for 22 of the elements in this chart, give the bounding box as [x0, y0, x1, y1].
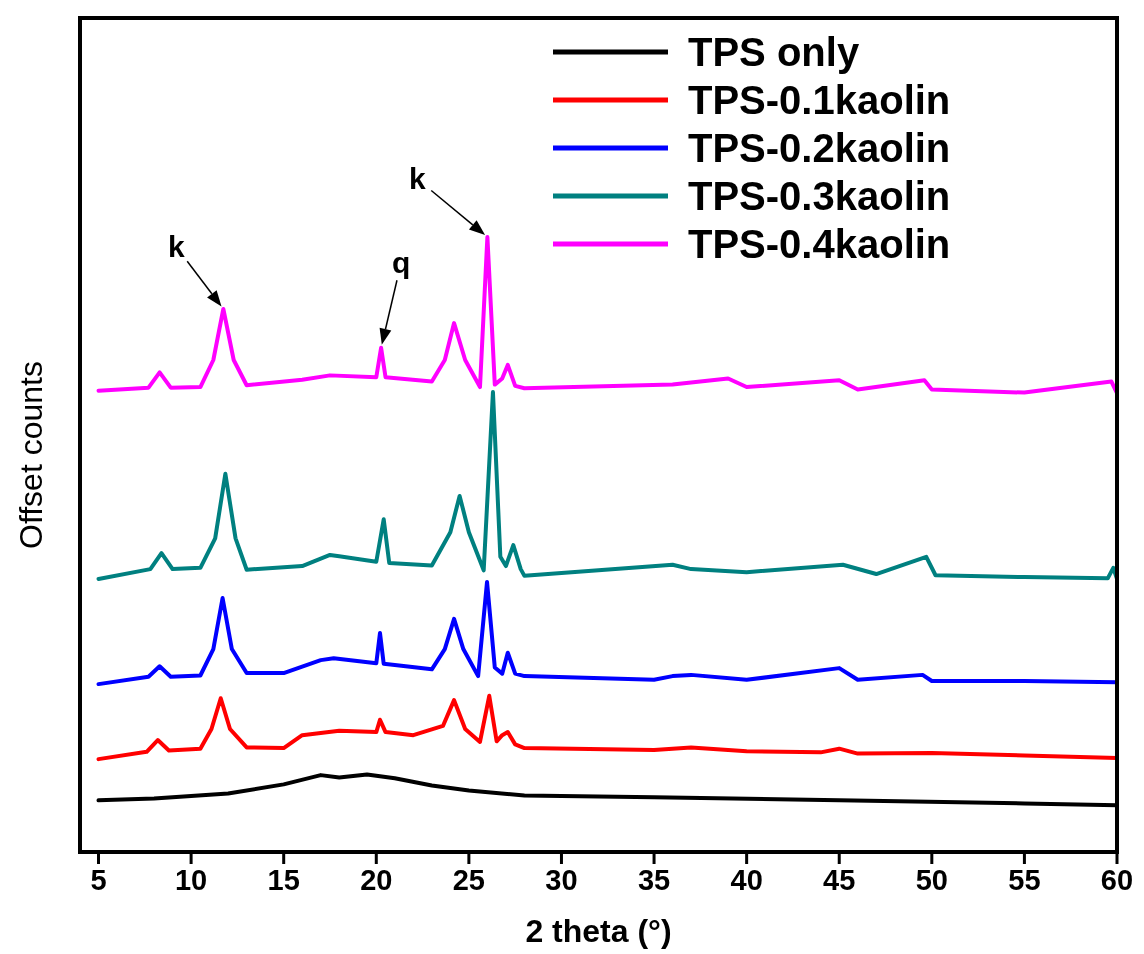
x-tick-label: 10	[174, 864, 208, 896]
annotation: k	[409, 162, 427, 195]
legend-label: TPS-0.4kaolin	[688, 222, 951, 266]
x-tick-label: 40	[730, 864, 763, 896]
annotation: q	[391, 245, 411, 279]
x-tick-label: 50	[915, 864, 948, 896]
legend-label: TPS-0.3kaolin	[688, 174, 951, 218]
x-tick-label: 20	[360, 864, 393, 896]
legend-label: TPS-0.2kaolin	[688, 126, 951, 170]
x-tick-label: 60	[1100, 864, 1134, 896]
legend-label: TPS-0.1kaolin	[688, 78, 951, 122]
x-tick-label: 45	[823, 864, 856, 896]
x-tick-label: 15	[267, 864, 300, 896]
legend-label: TPS only	[688, 30, 860, 74]
y-axis-title: Offset counts	[13, 361, 49, 549]
x-tick-label: 35	[637, 864, 671, 896]
x-axis-title: 2 theta (°)	[525, 913, 672, 949]
annotation: k	[167, 229, 185, 263]
x-tick-label: 25	[452, 864, 486, 896]
x-tick-label: 30	[545, 864, 578, 896]
x-tick-label: 55	[1008, 864, 1041, 896]
x-tick-label: 5	[90, 864, 107, 896]
